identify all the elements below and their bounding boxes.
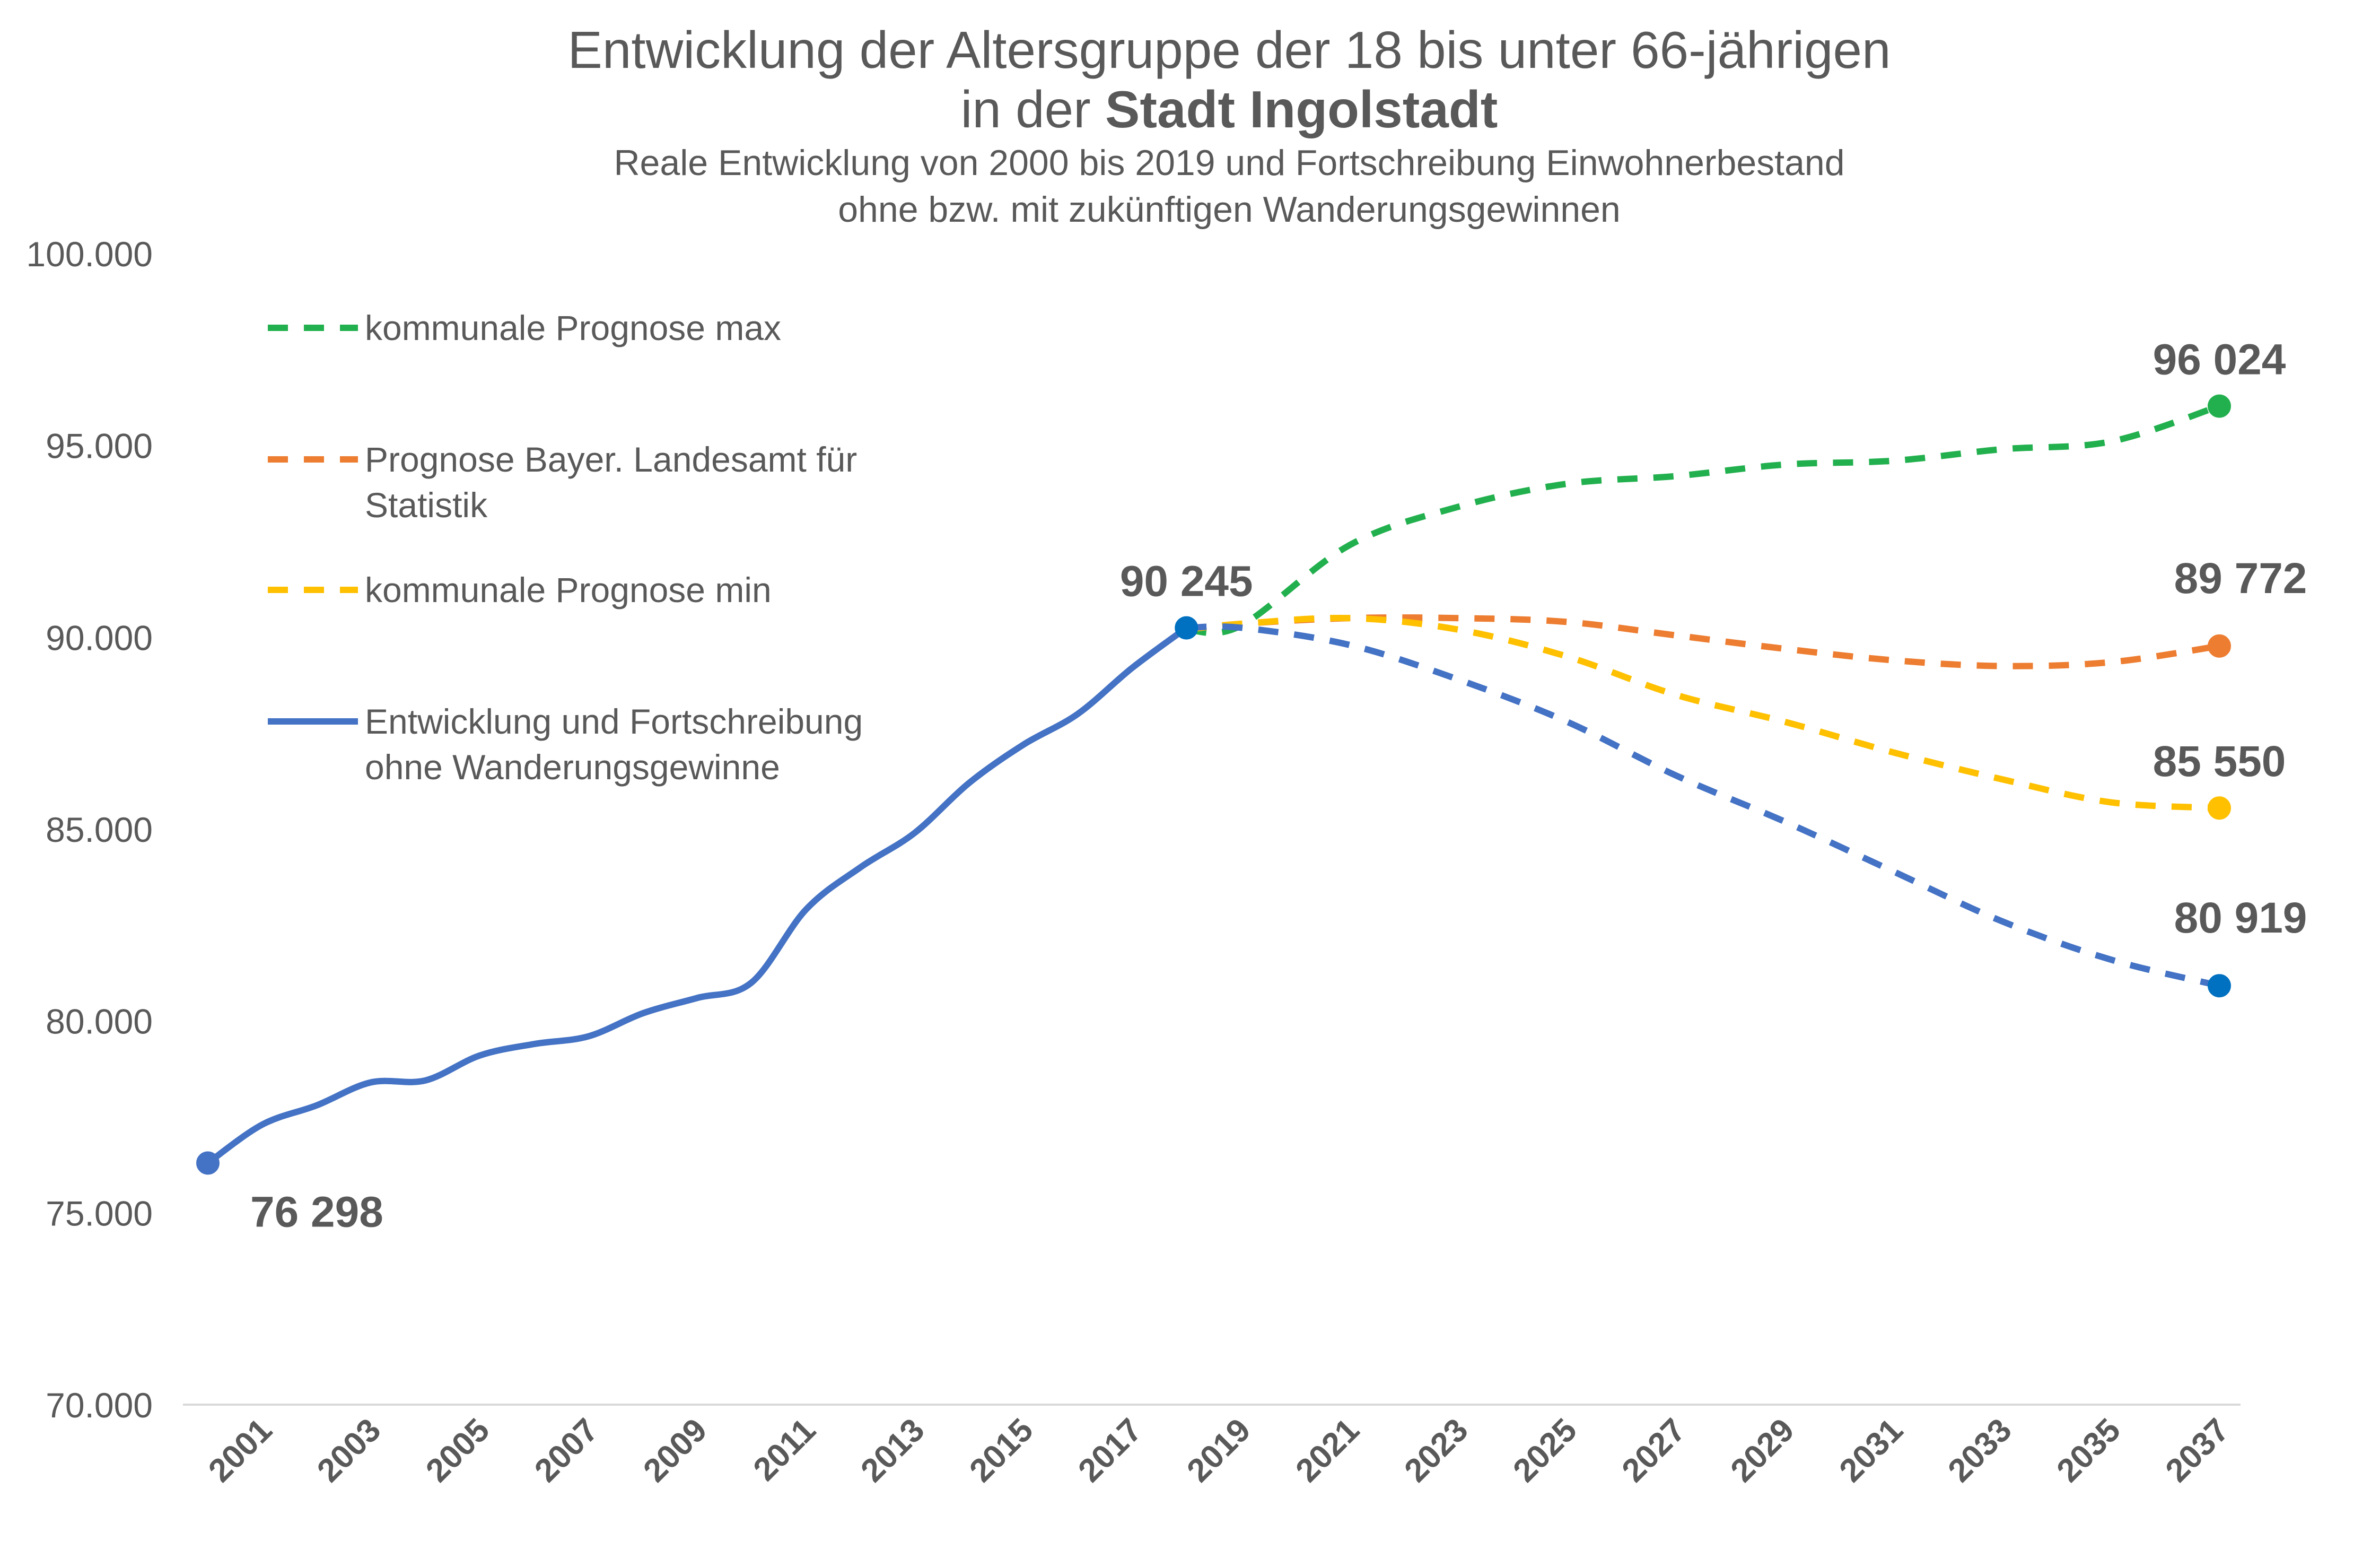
data-point-marker: [2208, 796, 2231, 820]
legend-label: Prognose Bayer. Landesamt für: [365, 440, 857, 479]
x-tick-label: 2025: [1506, 1412, 1583, 1489]
x-tick-label: 2015: [962, 1412, 1040, 1489]
series-line-4: [205, 624, 1190, 1166]
y-tick-label: 95.000: [46, 426, 153, 466]
x-axis: 2001 2003 2005 2007 2009 2011 2013 2015 2017 2019…: [202, 1412, 2236, 1489]
series-line-3: [1186, 614, 2220, 812]
chart-title-line2: in der Stadt Ingolstadt: [961, 80, 1498, 138]
legend-label: Statistik: [365, 485, 488, 525]
y-tick-label: 75.000: [46, 1194, 153, 1233]
x-tick-label: 2009: [636, 1412, 714, 1489]
x-tick-label: 2037: [2159, 1412, 2236, 1489]
data-label: 76 298: [250, 1188, 383, 1236]
x-tick-label: 2019: [1180, 1412, 1257, 1489]
x-tick-label: 2003: [310, 1412, 388, 1489]
legend-label: kommunale Prognose max: [365, 308, 781, 347]
x-tick-label: 2007: [528, 1412, 605, 1489]
x-tick-label: 2033: [1941, 1412, 2019, 1489]
x-tick-label: 2017: [1071, 1412, 1149, 1489]
data-point-marker: [196, 1151, 220, 1175]
y-tick-label: 70.000: [46, 1386, 153, 1425]
legend-label: ohne Wanderungsgewinne: [365, 747, 780, 787]
x-tick-label: 2001: [202, 1412, 279, 1489]
x-tick-label: 2011: [747, 1412, 823, 1488]
y-tick-label: 80.000: [46, 1002, 153, 1041]
x-tick-label: 2027: [1615, 1412, 1692, 1489]
data-label: 85 550: [2153, 737, 2286, 786]
series-line-5: [1186, 623, 2220, 989]
y-tick-label: 90.000: [46, 618, 153, 657]
x-tick-label: 2031: [1832, 1412, 1910, 1489]
chart-title-group: Entwicklung der Altersgruppe der 18 bis …: [567, 21, 1891, 230]
chart-title-line2-bold: Stadt Ingolstadt: [1105, 80, 1498, 138]
series-group: [205, 403, 2220, 1166]
chart-subtitle-line1: Reale Entwicklung von 2000 bis 2019 und …: [614, 143, 1844, 183]
legend: kommunale Prognose max Prognose Bayer. La…: [268, 308, 863, 787]
chart-subtitle-line2: ohne bzw. mit zukünftigen Wanderungsgewi…: [838, 189, 1621, 230]
x-tick-label: 2029: [1723, 1412, 1801, 1489]
data-label: 96 024: [2153, 336, 2286, 384]
chart-title-line1: Entwicklung der Altersgruppe der 18 bis …: [567, 21, 1891, 79]
data-label: 89 772: [2174, 554, 2307, 603]
x-tick-label: 2021: [1289, 1412, 1366, 1489]
y-tick-label: 85.000: [46, 810, 153, 849]
data-point-marker: [1175, 616, 1198, 640]
y-tick-label: 100.000: [26, 234, 153, 274]
data-point-marker: [2208, 394, 2231, 418]
chart-title-line2-prefix: in der: [961, 80, 1105, 138]
data-label: 90 245: [1120, 558, 1253, 606]
x-tick-label: 2005: [419, 1412, 496, 1489]
x-tick-label: 2023: [1397, 1412, 1475, 1489]
data-point-marker: [2208, 634, 2231, 658]
legend-label: Entwicklung und Fortschreibung: [365, 702, 863, 741]
x-tick-label: 2035: [2050, 1412, 2128, 1489]
data-point-marker: [2208, 974, 2231, 998]
y-axis: 70.000 75.000 80.000 85.000 90.000 95.000 100.…: [26, 234, 153, 1425]
points-group: 76 298 90 245 96 024 89 772 85 550 80 919: [196, 336, 2307, 1236]
data-label: 80 919: [2174, 894, 2307, 942]
legend-label: kommunale Prognose min: [365, 570, 772, 610]
series-line-1: [1186, 403, 2220, 637]
x-tick-label: 2013: [854, 1412, 931, 1489]
